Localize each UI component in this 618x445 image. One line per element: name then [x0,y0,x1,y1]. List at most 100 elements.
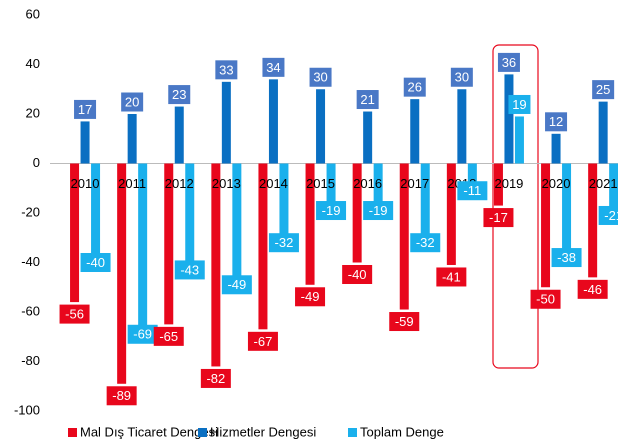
bar [420,163,430,243]
x-tick-label: 2017 [400,176,429,191]
y-tick-label: 40 [26,56,40,71]
bar [70,163,80,303]
bar [117,163,127,384]
bar [399,163,409,310]
x-tick-label: 2011 [118,176,146,191]
data-label: -59 [389,312,420,332]
legend-label: Toplam Denge [360,424,444,439]
bar [258,163,268,330]
bar [609,163,618,216]
bar [232,163,242,285]
data-label-text: -82 [206,371,225,386]
data-label: -82 [200,368,231,388]
data-label-box [316,201,347,221]
data-label-text: -32 [416,235,435,250]
data-label-text: -11 [463,183,481,198]
data-label: -65 [153,326,184,346]
data-label-box [215,60,238,80]
bar [174,106,184,164]
y-tick-label: 20 [26,105,40,120]
data-label-box [592,80,615,100]
data-label-text: -56 [65,307,84,322]
y-tick-label: -20 [21,204,40,219]
data-label-text: 23 [172,87,186,102]
data-label-text: -41 [442,269,461,284]
data-label-text: -17 [489,210,508,225]
data-label: -89 [106,386,137,406]
x-tick-label: 2014 [259,176,288,191]
bar [588,163,598,278]
data-label-text: 25 [596,82,610,97]
data-label-text: -32 [275,235,294,250]
bar [598,101,608,164]
data-label: -21 [598,205,618,225]
data-label-text: 19 [512,97,526,112]
bar [467,163,477,191]
data-label: 19 [508,94,531,114]
bar [457,89,467,164]
data-label-box [436,267,467,287]
data-label-text: 17 [78,102,92,117]
bar [305,163,315,285]
x-tick-label: 2016 [353,176,382,191]
data-label-text: -38 [557,250,576,265]
data-label-text: -65 [159,329,178,344]
y-tick-label: -100 [14,402,40,417]
data-label-text: -43 [180,262,199,277]
data-label: 21 [356,90,379,110]
data-label-text: -67 [254,334,273,349]
data-label-text: -19 [369,203,388,218]
data-label-box [200,368,231,388]
bar [279,163,289,243]
data-label-box [483,208,514,228]
x-tick-label: 2012 [165,176,194,191]
data-label-text: 36 [502,55,516,70]
data-label-text: -69 [133,327,152,342]
legend-label: Hizmetler Dengesi [210,424,316,439]
data-label-box [221,275,252,295]
data-label-box [59,304,90,324]
bar [316,89,326,164]
data-label-text: -89 [112,388,131,403]
data-label: 34 [262,57,285,77]
data-label-box [106,386,137,406]
bar [363,111,373,164]
bar [352,163,362,263]
data-label-box [80,253,111,272]
data-label: -40 [80,253,111,272]
data-label-box [153,326,184,346]
bar [373,163,383,211]
data-label-box [247,331,278,351]
legend-swatch [68,428,77,437]
data-label: -19 [316,201,347,221]
data-label-box [356,90,379,110]
bar [80,121,90,164]
legend-swatch [348,428,357,437]
data-label-box [410,233,441,253]
data-label-text: 26 [408,80,422,95]
data-label: 17 [74,99,97,119]
data-label: 30 [309,67,332,87]
data-label: -50 [530,289,561,309]
data-label-text: 20 [125,94,139,109]
bar [91,163,101,263]
bar [410,99,420,164]
bar [268,79,278,164]
data-label: -38 [551,248,582,268]
data-label: -43 [174,260,205,280]
data-label-text: 33 [219,62,233,77]
data-label-text: -19 [322,203,341,218]
data-label: -49 [221,275,252,295]
bar [138,163,148,335]
data-label: -41 [436,267,467,287]
bar [541,163,551,288]
data-label: 36 [497,52,520,72]
data-label-text: -21 [604,208,618,223]
y-tick-label: -80 [21,353,40,368]
data-label-box [551,248,582,268]
data-label-box [389,312,420,332]
bar [185,163,195,270]
highlight-box [492,44,539,369]
data-label: -46 [577,279,608,299]
